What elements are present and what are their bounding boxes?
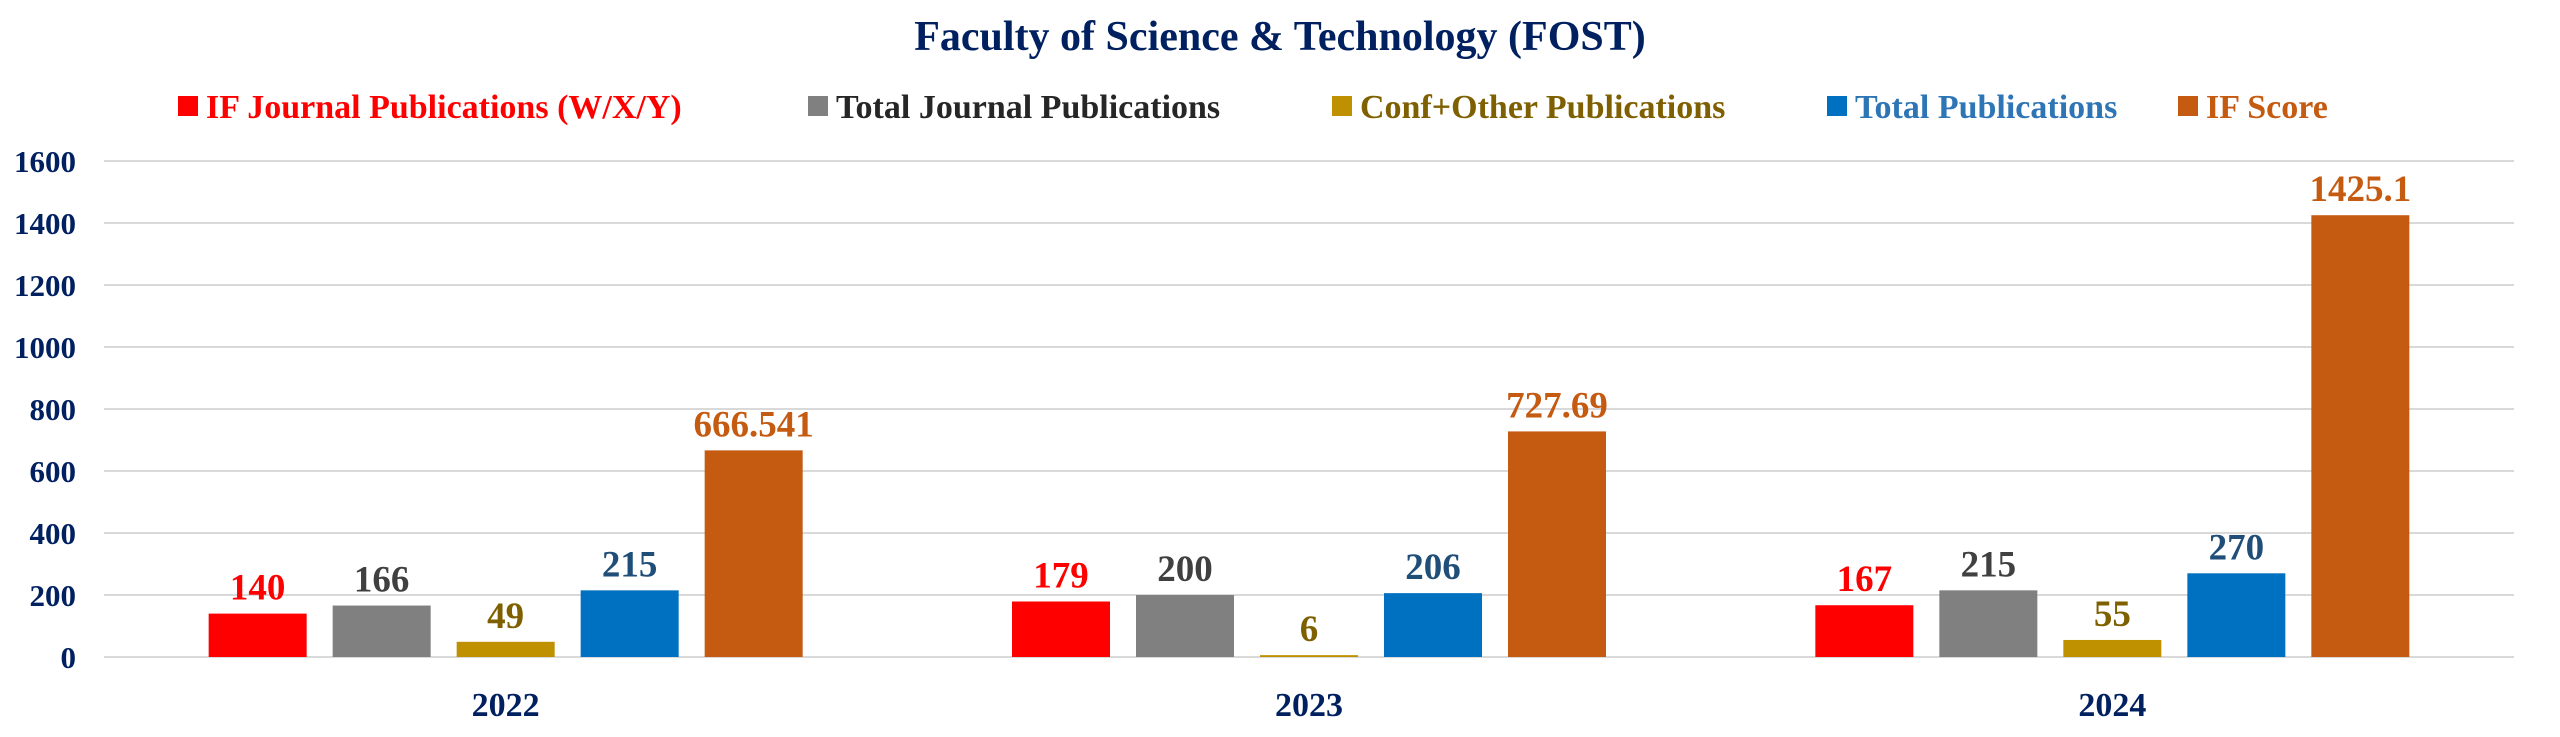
legend-label: Total Journal Publications xyxy=(836,89,1220,126)
gridlines xyxy=(104,160,2514,658)
bar xyxy=(1508,431,1606,657)
data-label: 6 xyxy=(1300,609,1319,650)
legend-label: Total Publications xyxy=(1855,89,2117,126)
data-label: 215 xyxy=(1961,544,2017,585)
legend-item: Total Publications xyxy=(1827,89,2117,126)
bar xyxy=(1012,601,1110,657)
bar xyxy=(2187,573,2286,657)
bar xyxy=(1260,655,1358,657)
data-label: 206 xyxy=(1405,547,1461,588)
bars xyxy=(208,215,2410,657)
bar xyxy=(2063,639,2162,657)
y-tick-label: 0 xyxy=(61,640,77,675)
legend-swatch xyxy=(808,96,828,116)
x-tick-label: 2024 xyxy=(2078,687,2146,724)
legend-swatch xyxy=(1332,96,1352,116)
bar xyxy=(704,450,803,657)
bar xyxy=(580,590,679,657)
y-tick-label: 1000 xyxy=(14,330,76,365)
legend: IF Journal Publications (W/X/Y) Total Jou… xyxy=(178,89,2328,126)
y-tick-label: 200 xyxy=(30,578,77,613)
data-label: 727.69 xyxy=(1506,385,1608,426)
bar xyxy=(1815,605,1914,657)
data-label: 167 xyxy=(1837,559,1893,600)
legend-label: IF Journal Publications (W/X/Y) xyxy=(206,89,682,126)
data-label: 666.541 xyxy=(694,404,814,445)
data-label: 200 xyxy=(1157,549,1213,590)
bar xyxy=(2311,215,2410,657)
y-tick-label: 800 xyxy=(30,392,77,427)
data-label: 179 xyxy=(1033,556,1089,597)
data-label: 140 xyxy=(230,568,286,609)
data-label: 55 xyxy=(2094,594,2131,635)
legend-item: IF Score xyxy=(2178,89,2328,126)
data-label: 215 xyxy=(602,544,658,585)
data-label: 270 xyxy=(2209,527,2265,568)
legend-swatch xyxy=(1827,96,1847,116)
legend-swatch xyxy=(178,96,198,116)
bar xyxy=(332,605,431,657)
bar xyxy=(456,641,555,657)
x-tick-label: 2023 xyxy=(1275,687,1343,724)
bar xyxy=(1939,590,2038,657)
legend-label: Conf+Other Publications xyxy=(1360,89,1725,126)
data-labels: 140 166 49 215 666.541 179 200 6 206 727.69 167 215… xyxy=(230,169,2411,650)
x-tick-label: 2022 xyxy=(472,687,540,724)
y-tick-label: 400 xyxy=(30,516,77,551)
bar xyxy=(1136,595,1234,657)
y-tick-label: 1600 xyxy=(14,144,76,179)
legend-item: Total Journal Publications xyxy=(808,89,1220,126)
chart-title: Faculty of Science & Technology (FOST) xyxy=(914,14,1645,60)
y-axis: 0 200 400 600 800 1000 1200 1400 1600 xyxy=(14,144,76,675)
data-label: 1425.1 xyxy=(2309,169,2411,210)
y-tick-label: 1400 xyxy=(14,206,76,241)
x-axis: 2022 2023 2024 xyxy=(472,687,2147,724)
legend-item: IF Journal Publications (W/X/Y) xyxy=(178,89,682,126)
data-label: 49 xyxy=(487,596,524,637)
legend-label: IF Score xyxy=(2206,89,2328,126)
data-label: 166 xyxy=(354,560,410,601)
legend-swatch xyxy=(2178,96,2198,116)
bar xyxy=(208,613,307,657)
bar xyxy=(1384,593,1482,657)
y-tick-label: 600 xyxy=(30,454,77,489)
y-tick-label: 1200 xyxy=(14,268,76,303)
legend-item: Conf+Other Publications xyxy=(1332,89,1725,126)
